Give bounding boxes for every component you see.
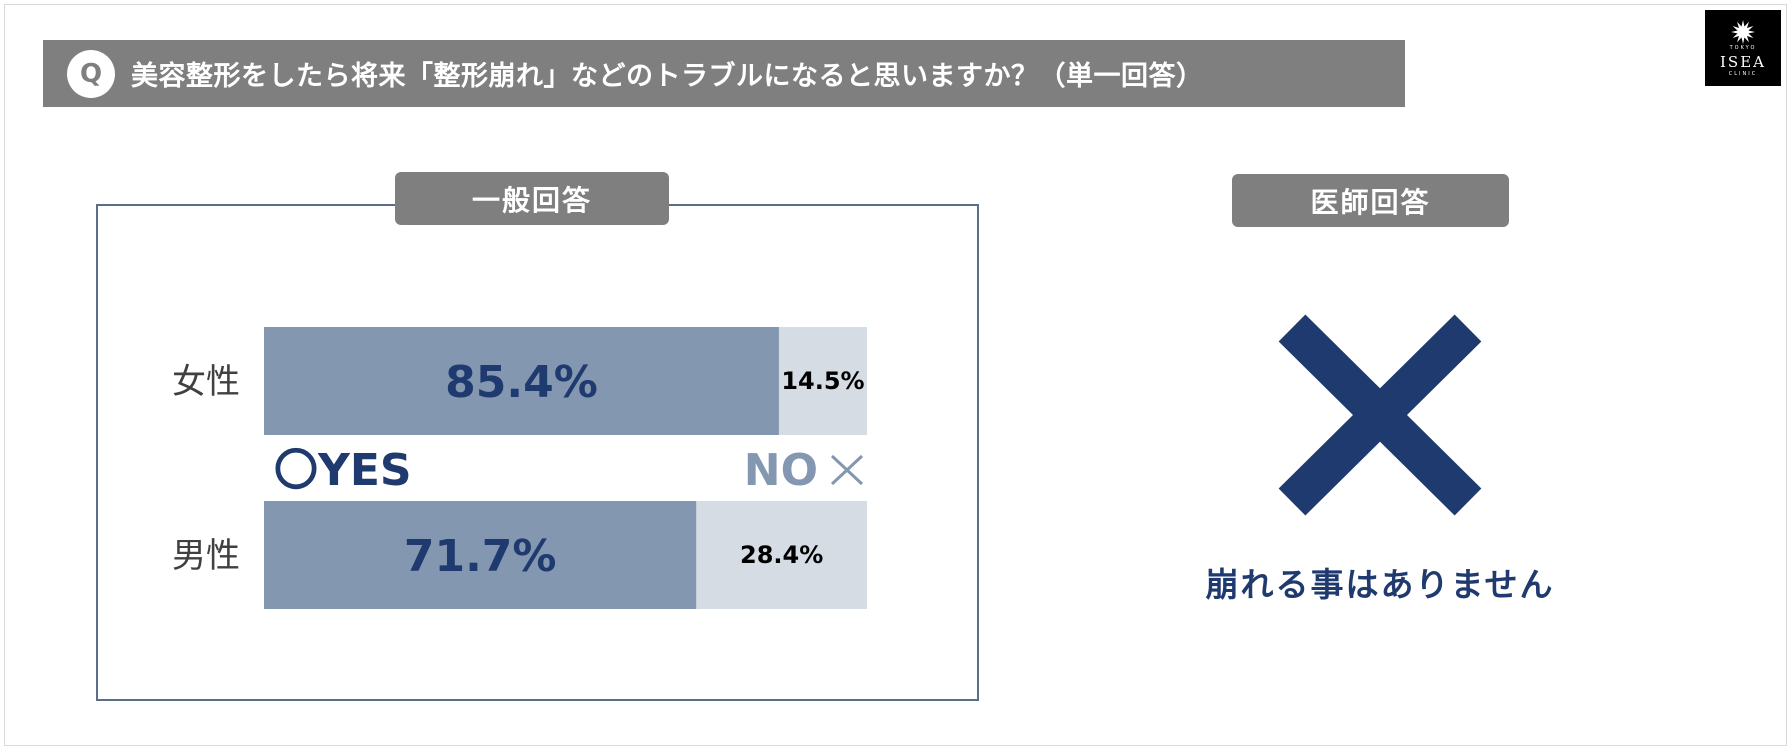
question-badge: Q (67, 49, 115, 98)
tab-doctor-answer: 医師回答 (1232, 174, 1509, 227)
data-label-yes: 71.7% (404, 531, 557, 582)
question-header: Q 美容整形をしたら将来「整形崩れ」などのトラブルになると思いますか？（単一回答… (43, 40, 1405, 107)
data-label-no: 28.4% (740, 541, 823, 569)
logo-sub: CLINIC (1728, 71, 1758, 77)
legend-yes: 〇YES (274, 445, 412, 496)
cross-mark-icon (1278, 314, 1482, 516)
bar-no (778, 327, 867, 435)
data-label-no: 14.5% (781, 367, 864, 395)
cross-icon (830, 454, 864, 486)
bar-no (696, 501, 867, 609)
category-label: 女性 (172, 362, 240, 402)
category-label: 男性 (172, 536, 240, 576)
tab-general-answer: 一般回答 (395, 172, 669, 225)
cross-stroke (830, 454, 864, 486)
data-label-yes: 85.4% (445, 357, 598, 408)
logo-city: TOKYO (1729, 45, 1757, 51)
legend-no: NO (744, 445, 818, 496)
doctor-answer-text: 崩れる事はありません (1205, 565, 1555, 604)
bar-yes (264, 501, 697, 609)
slide-frame (4, 4, 1787, 746)
clinic-logo: TOKYO ISEA CLINIC (1705, 10, 1781, 86)
question-text: 美容整形をしたら将来「整形崩れ」などのトラブルになると思いますか？（単一回答） (131, 61, 1204, 92)
bar-yes (264, 327, 779, 435)
logo-name: ISEA (1720, 53, 1766, 71)
sunburst-icon (1731, 20, 1755, 44)
